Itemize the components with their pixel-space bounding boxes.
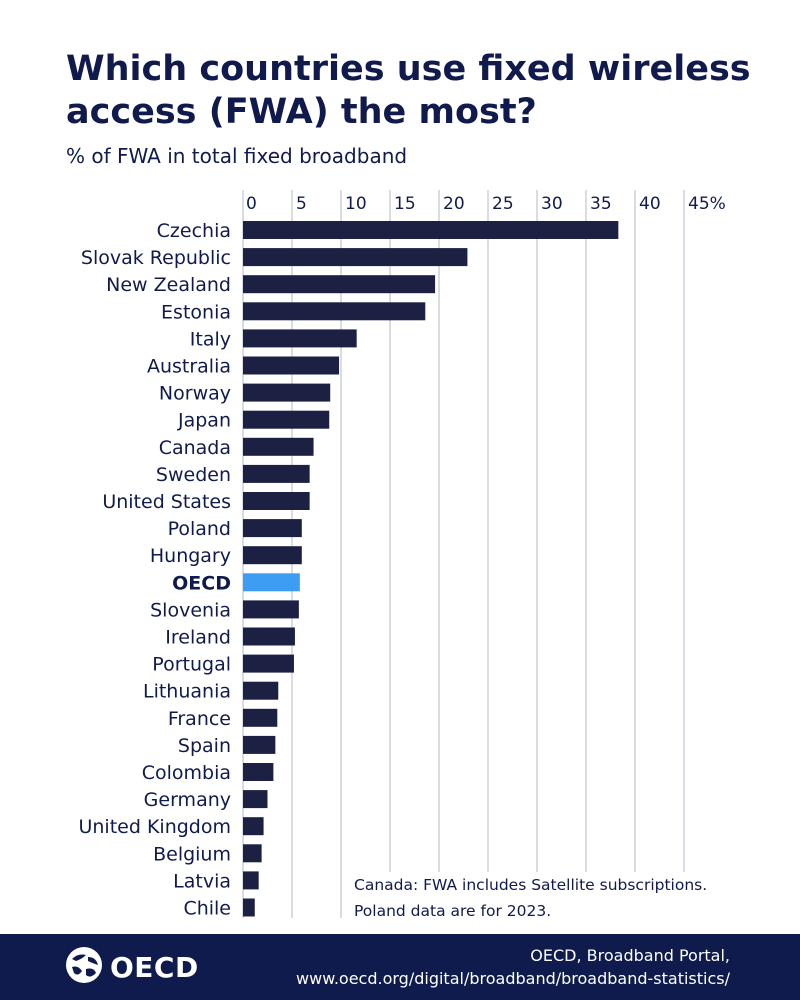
category-label: Australia (147, 356, 231, 378)
category-label: Colombia (142, 762, 231, 784)
bar (243, 464, 310, 483)
bar (243, 356, 340, 375)
category-label: Chile (183, 898, 231, 920)
category-label: Slovak Republic (81, 247, 231, 269)
bar (243, 248, 468, 267)
source-url[interactable]: www.oecd.org/digital/broadband/broadband… (296, 969, 730, 988)
category-label: Sweden (156, 464, 231, 486)
bar (243, 329, 357, 348)
bar (243, 735, 276, 754)
bar (243, 681, 279, 700)
bar (243, 627, 295, 646)
bar (243, 519, 302, 538)
x-tick-label: 15 (394, 194, 416, 214)
logo-text: OECD (110, 950, 199, 984)
bar (243, 871, 259, 890)
bar (243, 600, 299, 619)
x-tick-label: 30 (541, 194, 563, 214)
page-title: Which countries use fixed wireless acces… (66, 49, 751, 132)
category-label: Lithuania (143, 681, 231, 703)
x-tick-label: 0 (246, 194, 257, 214)
category-label: United Kingdom (78, 816, 231, 838)
bar (243, 410, 330, 429)
category-label: Estonia (161, 301, 231, 323)
category-label: Germany (144, 789, 231, 811)
note-line-2: Poland data are for 2023. (354, 902, 552, 920)
bar (243, 302, 426, 321)
bar (243, 492, 310, 510)
x-tick-label: 20 (443, 194, 465, 214)
oecd-logo[interactable]: OECD (64, 947, 199, 987)
bar (243, 763, 274, 781)
category-label: France (168, 708, 231, 730)
x-tick-label: 45% (688, 194, 726, 214)
source-line-1: OECD, Broadband Portal, (530, 946, 730, 965)
x-tick-label: 10 (345, 194, 367, 214)
bar (243, 437, 314, 456)
bar (243, 898, 255, 917)
x-tick-label: 5 (296, 194, 307, 214)
category-label: New Zealand (106, 274, 231, 296)
source-credit: OECD, Broadband Portal, www.oecd.org/dig… (296, 944, 730, 990)
category-label: Japan (177, 410, 231, 432)
bar (243, 817, 264, 836)
chart-note: Canada: FWA includes Satellite subscript… (354, 872, 774, 924)
bar (243, 790, 268, 809)
category-label: Portugal (152, 654, 231, 676)
bar (243, 221, 619, 239)
x-tick-label: 40 (639, 194, 661, 214)
note-line-1: Canada: FWA includes Satellite subscript… (354, 876, 708, 894)
category-label: United States (102, 491, 231, 513)
category-label: Italy (190, 328, 231, 350)
category-label: Canada (159, 437, 231, 459)
bar-chart: 0 5 10 15 20 25 30 35 40 45% Czechia Slovak Republi… (78, 190, 726, 920)
category-label: Norway (159, 383, 231, 405)
x-tick-label: 35 (590, 194, 612, 214)
category-label: Belgium (153, 843, 231, 865)
bar (243, 573, 300, 592)
category-label: Czechia (157, 220, 231, 242)
bar (243, 708, 278, 727)
globe-icon (64, 945, 104, 989)
bar (243, 383, 331, 402)
category-label: OECD (172, 572, 231, 594)
bar (243, 546, 302, 565)
category-label: Poland (168, 518, 231, 540)
category-label: Hungary (150, 545, 231, 567)
category-label: Ireland (165, 627, 231, 649)
category-label: Slovenia (150, 599, 231, 621)
bar (243, 844, 262, 863)
x-tick-label: 25 (492, 194, 514, 214)
bar (243, 654, 294, 673)
chart-subtitle: % of FWA in total fixed broadband (66, 144, 408, 168)
category-label: Latvia (173, 870, 231, 892)
category-label: Spain (178, 735, 231, 757)
footer-bar: OECD OECD, Broadband Portal, www.oecd.or… (0, 934, 800, 1000)
bar (243, 275, 436, 294)
